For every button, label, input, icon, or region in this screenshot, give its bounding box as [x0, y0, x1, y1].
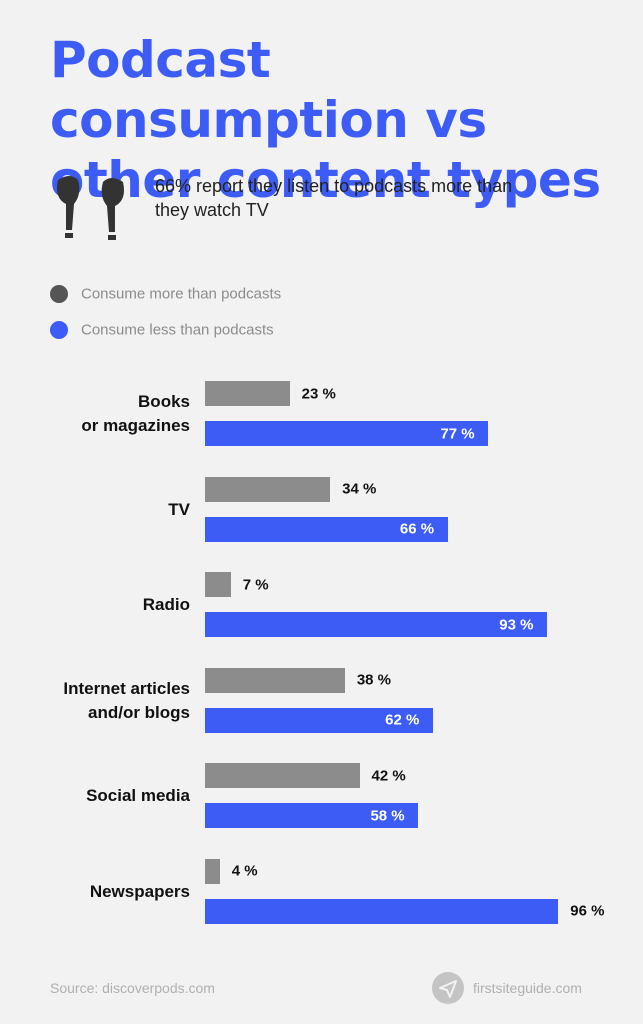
- chart-title: Podcast consumption vs other content typ…: [50, 31, 601, 209]
- value-label: 34 %: [342, 480, 377, 498]
- legend-label: Consume less than podcasts: [81, 321, 274, 339]
- value-label: 62 %: [385, 711, 420, 729]
- source: Source: discoverpods.com: [50, 980, 215, 996]
- bar: [205, 858, 220, 884]
- value-label: 93 %: [499, 616, 534, 633]
- value-label: 58 %: [370, 807, 405, 824]
- value-label: 7 %: [242, 576, 269, 593]
- category-label: Books or magazines: [81, 392, 190, 435]
- earbuds-icon: [57, 176, 124, 240]
- value-label: 96 %: [570, 902, 605, 920]
- bar: [205, 763, 360, 788]
- value-label: 23 %: [301, 385, 336, 402]
- value-label: 42 %: [371, 767, 406, 784]
- category-label: Social media: [86, 786, 190, 805]
- bar: [205, 476, 331, 502]
- bar: [205, 516, 448, 542]
- category-label: TV: [168, 499, 190, 519]
- brand: firstsiteguide.com: [473, 980, 582, 996]
- bar: [205, 803, 419, 828]
- value-label: 38 %: [356, 671, 392, 689]
- category-label: Radio: [142, 595, 190, 614]
- subtitle: 66% report they listen to podcasts more …: [155, 176, 513, 220]
- bar: [205, 667, 345, 693]
- bar: [205, 572, 231, 597]
- bar: [205, 612, 548, 637]
- bar: [205, 421, 489, 446]
- value-label: 77 %: [440, 425, 475, 442]
- legend-label: Consume more than podcasts: [81, 285, 282, 303]
- category-label: Newspapers: [89, 881, 190, 901]
- value-label: 4 %: [231, 862, 258, 880]
- bar: [205, 381, 290, 406]
- legend-marker: [50, 321, 68, 339]
- bar: [205, 707, 434, 733]
- category-label: Internet articles and/or blogs: [63, 678, 190, 722]
- value-label: 66 %: [399, 520, 435, 538]
- bar: [205, 898, 559, 924]
- legend-marker: [50, 285, 68, 303]
- brand-icon: [432, 972, 464, 1004]
